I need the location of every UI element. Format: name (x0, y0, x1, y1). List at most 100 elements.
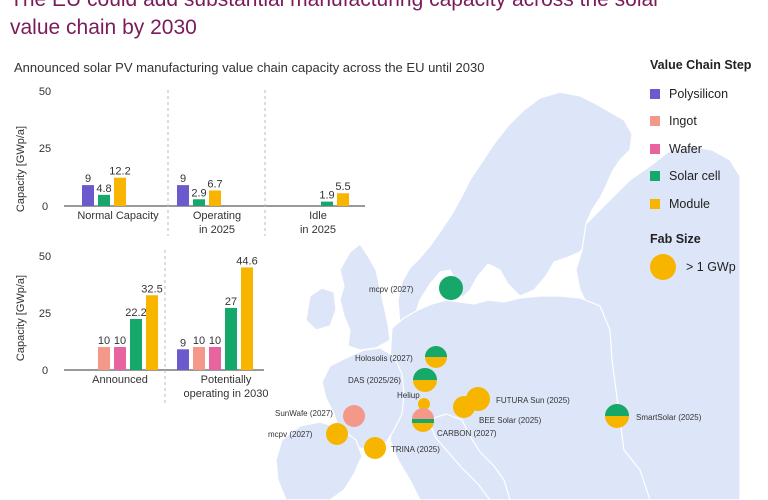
chart1-ylabel: Capacity [GWp/a] (15, 126, 27, 212)
chart2-label-announced-ingot: 10 (98, 335, 110, 347)
legend-swatch-wafer (650, 143, 660, 154)
chart-announced-capacity: 50 25 0 Capacity [GWp/a] 10 10 22.2 32.5 9 10… (15, 250, 269, 405)
chart2-bar-potentially-operating-in-2030-polysilicon (177, 349, 189, 370)
fab-marker-carbon (412, 408, 434, 432)
map-great-britain (339, 243, 391, 351)
fab-marker-mcpv-south (326, 423, 348, 445)
map-label-sunwafe: SunWafe (2027) (275, 409, 333, 418)
fab-size-item: > 1 GWp (650, 253, 768, 280)
chart1-label-operating-in-2025-solar-cell: 2.9 (191, 187, 206, 199)
map-label-mcpv-north: mcpv (2027) (369, 285, 414, 294)
legend-item-solar-cell: Solar cell (650, 163, 768, 191)
fab-size-label: > 1 GWp (686, 259, 736, 274)
map-label-smartsolar: SmartSolar (2025) (636, 413, 702, 422)
chart1-bar-operating-in-2025-module (209, 190, 221, 206)
legend-swatch-ingot (650, 116, 660, 127)
chart1-bar-idle-in-2025-module (337, 193, 349, 206)
fab-marker-bee-solar (453, 396, 475, 418)
chart2-label-potentially-operating-in-2030-polysilicon: 9 (180, 337, 186, 349)
chart2-bar-announced-wafer (114, 347, 126, 370)
chart1-bar-normal-capacity-solar-cell (98, 194, 110, 206)
chart1-category-operating-line1: Operating (193, 210, 241, 222)
fab-marker-sunwafe (343, 405, 365, 427)
legend-swatch-solar-cell (650, 171, 660, 182)
chart1-bar-operating-in-2025-solar-cell (193, 199, 205, 206)
chart1-label-idle-in-2025-solar-cell: 1.9 (319, 190, 334, 202)
map-italy (427, 413, 511, 500)
fab-marker-mcpv-north (439, 276, 463, 300)
chart2-bar-potentially-operating-in-2030-module (241, 267, 253, 370)
legend-label-polysilicon: Polysilicon (669, 86, 729, 101)
chart1-ytick-0: 0 (42, 201, 48, 213)
chart2-ytick-50: 50 (39, 251, 51, 263)
map-scandinavia (397, 91, 633, 326)
chart1-label-normal-capacity-polysilicon: 9 (85, 173, 91, 185)
chart2-label-potentially-operating-in-2030-ingot: 10 (193, 335, 205, 347)
chart1-bar-normal-capacity-module (114, 177, 126, 206)
chart2-bar-announced-module (146, 295, 158, 370)
legend: Value Chain Step Polysilicon Ingot Wafer… (650, 58, 768, 280)
legend-swatch-module (650, 198, 660, 209)
chart2-category-potential-line1: Potentially (201, 374, 252, 386)
page-title-line-1: The EU could add substantial manufacturi… (10, 0, 660, 11)
fab-marker-holosolis (425, 346, 447, 368)
map-label-mcpv-south: mcpv (2027) (268, 430, 313, 439)
legend-swatch-polysilicon (650, 88, 660, 99)
chart2-category-potential-line2: operating in 2030 (183, 388, 268, 400)
chart-subtitle: Announced solar PV manufacturing value c… (14, 60, 485, 75)
chart2-label-announced-module: 32.5 (141, 283, 162, 295)
page-title: The EU could add substantial manufacturi… (10, 0, 660, 42)
map-label-trina: TRINA (2025) (391, 445, 440, 454)
legend-label-solar-cell: Solar cell (669, 169, 721, 184)
chart1-ytick-25: 25 (39, 143, 51, 155)
chart2-category-announced: Announced (92, 374, 148, 386)
legend-label-wafer: Wafer (669, 141, 702, 156)
chart1-category-operating-line2: in 2025 (199, 224, 235, 236)
fab-size-dot (650, 253, 676, 280)
chart2-label-announced-solar-cell: 22.2 (125, 307, 146, 319)
fab-marker-smartsolar (605, 404, 629, 428)
chart1-label-normal-capacity-solar-cell: 4.8 (96, 183, 111, 195)
chart2-ytick-25: 25 (39, 308, 51, 320)
legend-item-ingot: Ingot (650, 108, 768, 136)
legend-item-wafer: Wafer (650, 135, 768, 163)
chart2-ytick-0: 0 (42, 365, 48, 377)
chart2-bar-potentially-operating-in-2030-ingot (193, 347, 205, 370)
map-label-bee-solar: BEE Solar (2025) (479, 416, 542, 425)
legend-item-polysilicon: Polysilicon (650, 80, 768, 108)
chart1-ytick-50: 50 (39, 86, 51, 98)
chart2-label-potentially-operating-in-2030-wafer: 10 (209, 335, 221, 347)
chart1-label-operating-in-2025-module: 6.7 (207, 178, 222, 190)
chart2-label-announced-wafer: 10 (114, 335, 126, 347)
fab-marker-trina (364, 437, 386, 459)
chart1-category-idle: Idle in 2025 (300, 210, 336, 236)
chart1-bar-idle-in-2025-solar-cell (321, 201, 333, 206)
legend-item-module: Module (650, 190, 768, 218)
fab-marker-heliup (418, 398, 430, 410)
fab-marker-das (413, 368, 437, 392)
chart-current-capacity: 50 25 0 Capacity [GWp/a] 9 4.8 12.2 9 2.96.7… (15, 86, 365, 236)
map-label-holosolis: Holosolis (2027) (355, 354, 413, 363)
chart2-category-potential: Potentially operating in 2030 (183, 374, 268, 400)
chart2-bar-potentially-operating-in-2030-wafer (209, 347, 221, 370)
chart2-ylabel: Capacity [GWp/a] (15, 275, 27, 361)
legend-title: Value Chain Step (650, 58, 752, 72)
chart2-label-potentially-operating-in-2030-module: 44.6 (236, 255, 257, 267)
page-title-line-2: value chain by 2030 (10, 16, 197, 39)
chart1-label-normal-capacity-module: 12.2 (109, 166, 130, 178)
legend-label-module: Module (669, 196, 710, 211)
map-label-das: DAS (2025/26) (348, 376, 401, 385)
map-label-heliup: Heliup (397, 391, 420, 400)
fab-size-title: Fab Size (650, 231, 701, 246)
chart1-category-idle-line2: in 2025 (300, 224, 336, 236)
chart1-bar-normal-capacity-polysilicon (82, 185, 94, 206)
fab-markers (326, 276, 629, 459)
chart1-bar-operating-in-2025-polysilicon (177, 185, 189, 206)
chart1-label-operating-in-2025-polysilicon: 9 (180, 173, 186, 185)
legend-label-ingot: Ingot (669, 114, 697, 129)
chart1-category-idle-line1: Idle (309, 210, 327, 222)
chart2-label-potentially-operating-in-2030-solar-cell: 27 (225, 296, 237, 308)
chart1-category-operating: Operating in 2025 (193, 210, 241, 236)
chart2-bar-announced-solar-cell (130, 318, 142, 370)
